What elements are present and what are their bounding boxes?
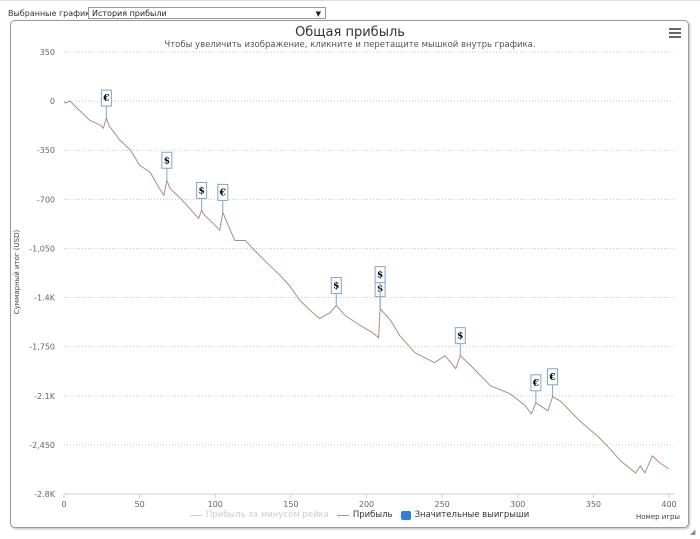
x-tick-label: 350 [586, 500, 601, 509]
x-tick-label: 400 [661, 500, 676, 509]
big-win-flag [547, 368, 559, 386]
x-tick-label: 300 [510, 500, 525, 509]
chart-panel [10, 20, 689, 528]
y-tick-label: -700 [37, 195, 55, 204]
big-win-flag [330, 277, 342, 295]
legend-label: Прибыль за минусом рейка [206, 510, 329, 520]
big-win-flag [374, 266, 386, 284]
y-tick-label: -1,750 [29, 343, 55, 352]
dropdown-arrow-icon: ▼ [315, 10, 321, 18]
x-tick-label: 250 [434, 500, 449, 509]
legend-item-big-wins[interactable]: Значительные выигрыши [400, 510, 530, 520]
flag-symbol-dollar-icon: $ [333, 282, 339, 292]
chart-legend: Прибыль за минусом рейка Прибыль Значите… [190, 510, 529, 520]
x-axis-title: Номер игры [636, 513, 680, 521]
chart-subtitle: Чтобы увеличить изображение, кликните и … [164, 40, 536, 50]
legend-line-icon [190, 514, 202, 516]
big-win-flag [530, 374, 542, 392]
chart-menu-icon[interactable] [669, 28, 681, 38]
flag-symbol-dollar-icon: $ [457, 332, 463, 342]
legend-box-icon [400, 510, 411, 520]
legend-line-icon [336, 514, 349, 516]
legend-label: Значительные выигрыши [414, 510, 530, 520]
y-tick-label: -2.1K [34, 392, 56, 401]
flag-symbol-euro-icon: € [532, 379, 539, 389]
x-tick-label: 0 [61, 500, 66, 509]
y-tick-label: -2,450 [29, 441, 55, 450]
big-win-flag [454, 327, 466, 345]
flag-symbol-dollar-icon: $ [164, 156, 170, 166]
big-win-flag [100, 89, 112, 107]
x-tick-label: 150 [283, 500, 298, 509]
x-tick-label: 50 [135, 500, 145, 509]
chart-select-dropdown[interactable]: История прибыли ▼ [88, 7, 326, 19]
y-axis-title: Суммарный итог (USD) [13, 229, 21, 315]
y-tick-label: 350 [40, 48, 55, 57]
big-win-flag [196, 181, 208, 199]
profit-line [63, 100, 670, 474]
big-win-flag [161, 151, 173, 169]
legend-item-net-profit[interactable]: Прибыль за минусом рейка [190, 510, 329, 520]
chart-select-value: История прибыли [92, 9, 167, 18]
flag-symbol-euro-icon: € [219, 188, 226, 198]
x-tick-label: 200 [359, 500, 374, 509]
y-tick-label: -1,050 [29, 244, 55, 253]
y-tick-label: -1.4K [34, 294, 56, 303]
y-tick-label: -2.8K [34, 490, 56, 499]
legend-item-profit[interactable]: Прибыль [336, 510, 393, 520]
y-tick-label: -350 [37, 146, 55, 155]
x-tick-label: 100 [208, 500, 223, 509]
resize-handle-icon[interactable]: ◢ [690, 528, 696, 536]
legend-label: Прибыль [352, 510, 393, 520]
selected-charts-label: Выбранные графики: [8, 9, 98, 18]
flag-symbol-euro-icon: € [548, 373, 555, 383]
y-tick-label: 0 [50, 97, 55, 106]
big-win-flag [217, 183, 229, 201]
chart-title: Общая прибыль [295, 25, 405, 40]
top-border [0, 0, 700, 3]
flag-symbol-dollar-icon: $ [199, 186, 205, 196]
flag-symbol-euro-icon: € [102, 94, 109, 104]
flag-symbol-dollar-icon: $ [377, 271, 383, 281]
